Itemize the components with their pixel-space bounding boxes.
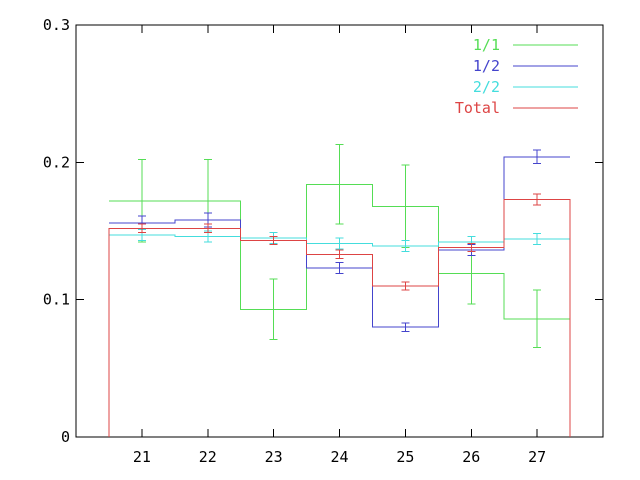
error-bar [335,237,344,250]
x-tick-label: 21 [133,448,151,466]
x-tick-label: 23 [265,448,283,466]
error-bar [467,242,476,253]
legend-label: 1/2 [473,57,500,75]
error-bar [269,235,278,246]
error-bar [533,193,542,206]
legend-item: Total [455,99,578,117]
x-tick-label: 26 [462,448,480,466]
axis-ticks: 0 0.1 0.2 0.3 21 22 23 24 25 26 27 [43,16,603,466]
error-bar [401,322,410,332]
x-tick-label: 24 [330,448,348,466]
legend-item: 1/1 [473,36,578,54]
error-bar [269,278,278,340]
y-tick-label: 0.3 [43,16,70,34]
x-tick-label: 25 [396,448,414,466]
x-tick-label: 27 [528,448,546,466]
y-tick-label: 0.1 [43,291,70,309]
x-tick-label: 22 [199,448,217,466]
error-bar [533,233,542,246]
error-bar [137,223,146,233]
error-bar [533,289,542,349]
legend-label: 2/2 [473,78,500,96]
error-bar [401,281,410,291]
series-total [108,193,571,437]
error-bar [335,262,344,275]
legend-item: 1/2 [473,57,578,75]
error-bar [401,240,410,253]
legend-label: Total [455,99,500,117]
step-line [108,183,571,320]
legend-item: 2/2 [473,78,578,96]
series-2-2 [108,229,571,253]
y-tick-label: 0.2 [43,153,70,171]
step-line [108,198,571,437]
error-bar [335,249,344,259]
legend: 1/1 1/2 2/2 Total [455,36,578,117]
error-bar [203,223,212,233]
series-layer [108,143,571,437]
error-bar [533,149,542,165]
y-tick-label: 0 [61,428,70,446]
legend-label: 1/1 [473,36,500,54]
error-bar [335,143,344,225]
